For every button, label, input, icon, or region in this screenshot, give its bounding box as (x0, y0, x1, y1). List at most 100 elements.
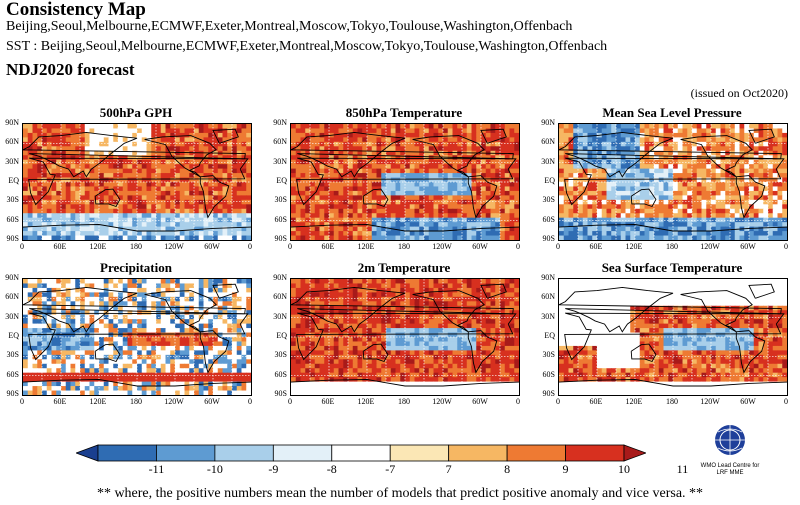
lat-label: 90S (6, 389, 19, 398)
models-list: Beijing,Seoul,Melbourne,ECMWF,Exeter,Mon… (6, 19, 573, 34)
lon-label: 60E (589, 242, 603, 251)
lat-label: 60S (274, 369, 287, 379)
lon-label: 120E (89, 397, 107, 406)
lat-label: 90N (541, 273, 555, 282)
lat-label: EQ (8, 331, 19, 340)
colorbar-segment (565, 444, 625, 462)
lon-label: 120W (700, 242, 720, 251)
footnote: ** where, the positive numbers mean the … (96, 486, 704, 501)
lat-label: 90S (542, 234, 555, 243)
lon-label: 120E (357, 397, 375, 406)
wmo-logo: WMO Lead Centre for LRF MME (700, 422, 760, 477)
lon-label: 120E (625, 242, 643, 251)
issued-date: (issued on Oct2020) (690, 86, 788, 100)
lat-label: 60S (542, 369, 555, 379)
lat-label: 60S (542, 214, 555, 224)
lat-label: 60S (6, 369, 19, 379)
colorbar-segment (389, 444, 450, 462)
logo-line-2: LRF MME (716, 470, 744, 476)
lon-label: 0 (288, 242, 292, 251)
colorbar-tick-label: 9 (562, 462, 569, 476)
colorbar-high-arrow (623, 444, 648, 462)
lon-label: 0 (784, 397, 788, 406)
lat-label: 60N (541, 292, 555, 302)
lon-label: 180 (398, 242, 410, 251)
lon-label: 0 (248, 397, 252, 406)
colorbar-segment (331, 444, 391, 462)
lon-label: 60W (204, 242, 220, 251)
colorbar-tick-label: -9 (268, 462, 279, 476)
lon-label: 180 (666, 397, 678, 406)
panel-title: Sea Surface Temperature (601, 260, 743, 275)
lat-label: EQ (544, 176, 555, 185)
colorbar-low-arrow (74, 444, 99, 462)
anomaly-map (558, 278, 788, 396)
panel-title: 850hPa Temperature (345, 105, 463, 120)
colorbar-segment (97, 444, 157, 462)
lon-label: 0 (516, 397, 520, 406)
lat-label: 90N (273, 273, 287, 282)
sst-models-list: SST : Beijing,Seoul,Melbourne,ECMWF,Exet… (6, 39, 608, 54)
lon-label: 60E (321, 242, 335, 251)
lat-label: 90N (541, 118, 555, 127)
colorbar-tick-label: 11 (676, 462, 689, 476)
anomaly-map (22, 123, 252, 241)
panel-title: Precipitation (100, 260, 172, 275)
lon-label: 120E (89, 242, 107, 251)
lon-label: 0 (288, 397, 292, 406)
lon-label: 0 (784, 242, 788, 251)
lon-label: 60W (740, 242, 756, 251)
lon-label: 60E (589, 397, 603, 406)
anomaly-map (290, 123, 520, 241)
lat-label: EQ (276, 176, 287, 185)
lat-label: 30N (273, 311, 287, 321)
colorbar (74, 444, 648, 467)
lon-label: 60W (204, 397, 220, 406)
lat-label: 90N (273, 118, 287, 127)
lon-label: 180 (130, 397, 142, 406)
lon-label: 60E (53, 397, 67, 406)
lon-label: 0 (556, 242, 560, 251)
forecast-period: NDJ2020 forecast (6, 60, 135, 79)
lon-label: 120W (164, 242, 184, 251)
lon-label: 0 (556, 397, 560, 406)
lat-label: 30S (6, 350, 19, 360)
colorbar-tick-label: 7 (445, 462, 452, 476)
lon-label: 120E (357, 242, 375, 251)
wmo-emblem-icon (715, 425, 745, 455)
lat-label: EQ (544, 331, 555, 340)
lat-label: 30N (541, 311, 555, 321)
lat-label: 90S (542, 389, 555, 398)
lat-label: 90N (5, 118, 19, 127)
lat-label: 30S (274, 195, 287, 205)
lat-label: 90S (6, 234, 19, 243)
lon-label: 120W (432, 397, 452, 406)
lon-label: 180 (398, 397, 410, 406)
lat-label: 30N (541, 156, 555, 166)
lat-label: 60N (273, 137, 287, 147)
lon-label: 60W (740, 397, 756, 406)
colorbar-tick-label: -10 (206, 462, 223, 476)
anomaly-map (558, 123, 788, 241)
lat-label: 30S (6, 195, 19, 205)
lat-label: 30N (5, 156, 19, 166)
panel-title: 500hPa GPH (99, 105, 173, 120)
colorbar-graphic (74, 444, 648, 462)
lon-label: 120E (625, 397, 643, 406)
lon-label: 120W (164, 397, 184, 406)
lon-label: 0 (20, 242, 24, 251)
lat-label: 30S (542, 195, 555, 205)
colorbar-tick-label: 8 (504, 462, 511, 476)
logo-line-1: WMO Lead Centre for (700, 463, 760, 469)
lat-label: 60N (5, 137, 19, 147)
lon-label: 0 (516, 242, 520, 251)
lon-label: 120W (432, 242, 452, 251)
colorbar-tick-label: -8 (326, 462, 337, 476)
lon-label: 120W (700, 397, 720, 406)
lon-label: 0 (248, 242, 252, 251)
lon-label: 180 (666, 242, 678, 251)
colorbar-tick-label: -7 (385, 462, 396, 476)
lat-label: 60N (541, 137, 555, 147)
lon-label: 60E (321, 397, 335, 406)
anomaly-map (290, 278, 520, 396)
